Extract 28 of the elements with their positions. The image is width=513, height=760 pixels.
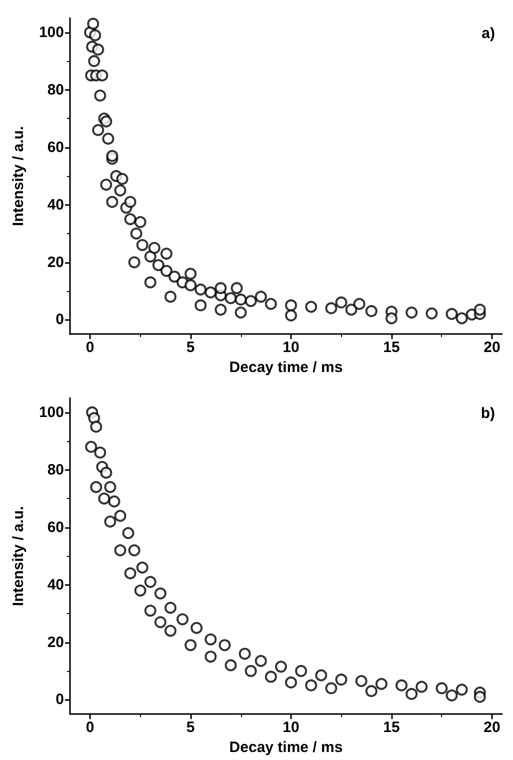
x-tick-label: 15 [383, 719, 400, 736]
y-tick-label: 20 [47, 254, 64, 271]
y-tick-label: 60 [47, 518, 64, 536]
x-tick-label: 20 [484, 719, 500, 736]
y-tick-label: 40 [47, 196, 64, 214]
x-tick-label: 15 [383, 339, 400, 356]
y-axis-title: Intensity / a.u. [10, 126, 27, 226]
y-tick-label: 60 [47, 138, 64, 156]
x-tick-label: 10 [282, 339, 300, 356]
y-tick-label: 0 [56, 691, 64, 708]
y-tick-label: 80 [47, 461, 64, 478]
y-tick-label: 100 [38, 24, 64, 41]
y-tick-label: 80 [47, 81, 64, 98]
x-tick-label: 10 [282, 719, 300, 736]
x-tick-label: 20 [484, 339, 500, 356]
y-tick-label: 20 [47, 634, 64, 651]
x-tick-label: 0 [86, 719, 94, 736]
x-axis-title: Decay time / ms [229, 359, 343, 376]
annotation: a) [482, 25, 496, 42]
y-tick-label: 100 [38, 404, 64, 421]
y-tick-label: 40 [47, 576, 64, 594]
y-tick-label: 0 [56, 311, 64, 328]
y-axis-title: Intensity / a.u. [10, 506, 27, 606]
annotation: b) [480, 405, 496, 422]
x-tick-label: 5 [186, 339, 195, 356]
x-axis-title: Decay time / ms [229, 739, 343, 756]
x-tick-label: 5 [186, 719, 195, 736]
x-tick-label: 0 [86, 339, 94, 356]
